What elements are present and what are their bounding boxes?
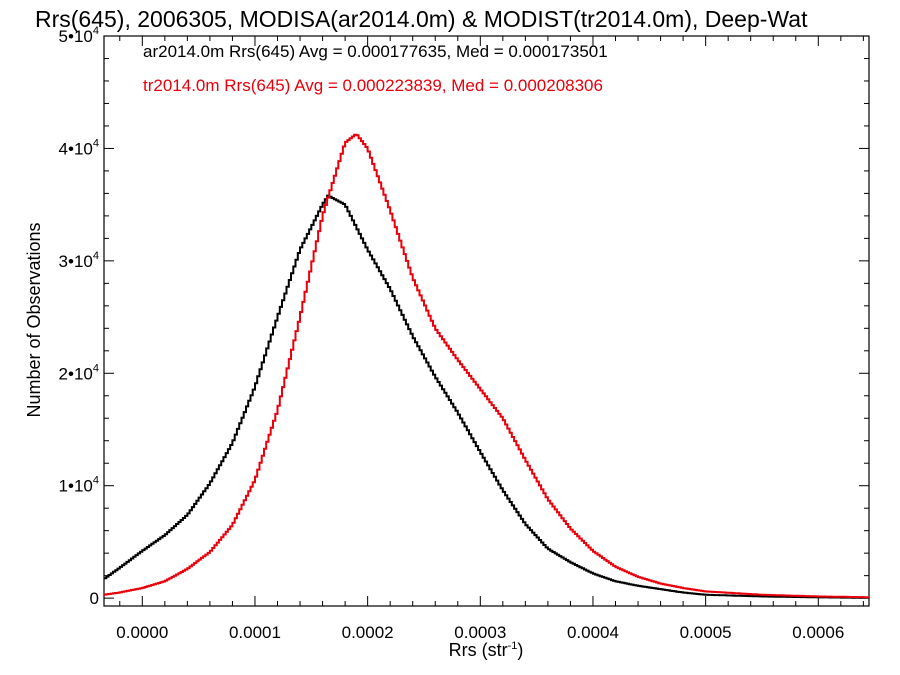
plot-frame [103, 35, 870, 607]
y-tick-label: 2•104 [59, 362, 99, 383]
x-tick-label: 0.0001 [229, 623, 281, 642]
x-axis: 0.0000 0.0001 0.0002 0.0003 0.0004 0.0005 0.00… [116, 36, 864, 642]
x-tick-label: 0.0005 [680, 623, 732, 642]
x-tick-label: 0.0004 [567, 623, 619, 642]
x-axis-label: Rrs (str-1) [449, 640, 524, 660]
series-layer [104, 133, 869, 599]
y-tick-label: 0 [90, 589, 99, 608]
y-tick-label: 5•104 [59, 25, 99, 46]
y-tick-label: 3•104 [59, 250, 99, 271]
x-tick-label: 0.0006 [792, 623, 844, 642]
legend-entry-ar2014: ar2014.0m Rrs(645) Avg = 0.000177635, Me… [143, 42, 608, 61]
y-axis-label: Number of Observations [24, 222, 44, 417]
y-tick-label: 4•104 [59, 137, 99, 158]
x-tick-label: 0.0002 [342, 623, 394, 642]
x-tick-label: 0.0000 [116, 623, 168, 642]
y-axis: 0 1•104 2•104 3•104 4•104 5•104 [59, 25, 869, 608]
series-line-0 [104, 194, 869, 599]
y-tick-label: 1•104 [59, 475, 99, 496]
series-line-1 [104, 133, 869, 599]
legend-entry-tr2014: tr2014.0m Rrs(645) Avg = 0.000223839, Me… [143, 76, 603, 95]
chart-title: Rrs(645), 2006305, MODISA(ar2014.0m) & M… [35, 6, 808, 32]
x-tick-label: 0.0003 [454, 623, 506, 642]
